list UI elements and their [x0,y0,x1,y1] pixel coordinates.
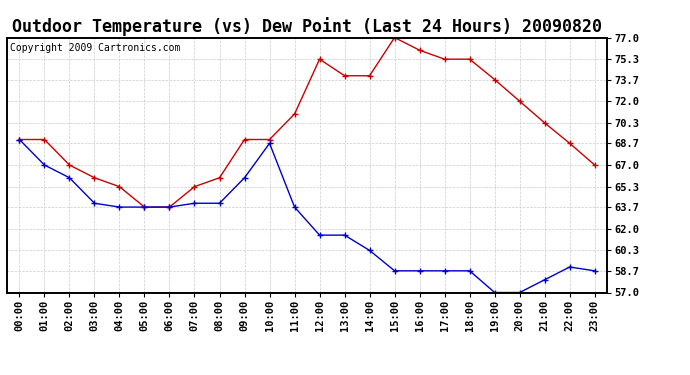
Text: Copyright 2009 Cartronics.com: Copyright 2009 Cartronics.com [10,43,180,52]
Title: Outdoor Temperature (vs) Dew Point (Last 24 Hours) 20090820: Outdoor Temperature (vs) Dew Point (Last… [12,17,602,36]
